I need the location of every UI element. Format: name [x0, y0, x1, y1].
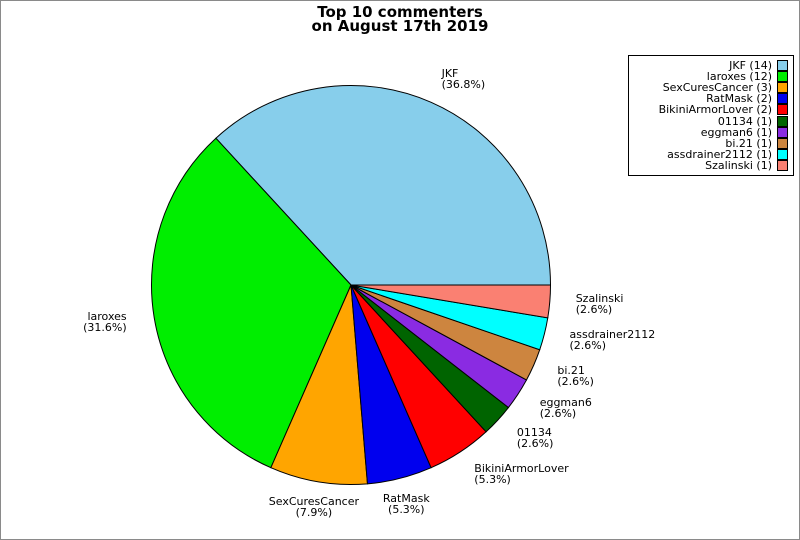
legend-label: BikiniArmorLover (2) — [658, 103, 772, 117]
legend-row: eggman6 (1) — [634, 125, 788, 139]
pie-slice-SexCuresCancer — [270, 284, 369, 485]
slice-label-name: 01134 — [516, 425, 552, 439]
slice-label-percent: (2.6%) — [539, 407, 577, 421]
legend-label: JKF (14) — [729, 59, 772, 72]
slice-label-percent: (2.6%) — [569, 339, 607, 353]
slice-label-eggman6: eggman6 (2.6%) — [540, 397, 592, 419]
slice-label-BikiniArmorLover: BikiniArmorLover (5.3%) — [474, 463, 568, 485]
slice-label-name: laroxes — [87, 310, 127, 324]
legend-label: RatMask (2) — [706, 92, 772, 106]
legend-color-swatch — [777, 159, 788, 171]
legend-row: 01134 (1) — [634, 114, 788, 128]
slice-label-percent: (7.9%) — [295, 506, 333, 520]
legend-label: assdrainer2112 (1) — [667, 147, 772, 161]
legend-color-swatch — [777, 126, 788, 138]
legend-row: laroxes (12) — [634, 70, 788, 84]
slice-label-percent: (2.6%) — [557, 374, 594, 388]
legend-row: SexCuresCancer (3) — [634, 81, 788, 95]
legend-row: BikiniArmorLover (2) — [634, 103, 788, 117]
slice-label-percent: (31.6%) — [83, 321, 127, 335]
legend-row: assdrainer2112 (1) — [634, 147, 788, 161]
legend-row: Szalinski (1) — [634, 158, 788, 172]
legend-color-swatch — [777, 60, 788, 71]
legend-label: laroxes (12) — [706, 70, 772, 84]
slice-label-assdrainer2112: assdrainer2112 (2.6%) — [570, 329, 656, 351]
pie-slice-Szalinski — [350, 284, 552, 319]
legend-color-swatch — [777, 82, 788, 94]
chart-title: Top 10 commenters on August 17th 2019 — [1, 3, 799, 35]
pie-slice-laroxes — [151, 137, 352, 469]
slice-label-name: assdrainer2112 — [569, 328, 656, 342]
slice-label-name: eggman6 — [539, 396, 592, 410]
slice-label-01134: 01134 (2.6%) — [517, 427, 554, 449]
legend-color-swatch — [777, 137, 788, 149]
slice-label-Szalinski: Szalinski (2.6%) — [576, 293, 624, 315]
legend-box: JKF (14) laroxes (12) SexCuresCancer (3) Ra… — [628, 55, 794, 176]
legend-row: RatMask (2) — [634, 92, 788, 106]
slice-label-laroxes: laroxes (31.6%) — [83, 311, 127, 333]
slice-label-SexCuresCancer: SexCuresCancer (7.9%) — [269, 496, 359, 518]
chart-title-line1: Top 10 commenters — [317, 3, 483, 21]
slice-label-percent: (36.8%) — [441, 77, 486, 91]
legend-row: JKF (14) — [634, 60, 788, 71]
legend-color-swatch — [777, 71, 788, 83]
slice-label-percent: (2.6%) — [575, 302, 613, 316]
slice-label-RatMask: RatMask (5.3%) — [383, 493, 430, 515]
slice-label-percent: (5.3%) — [474, 472, 511, 486]
legend-color-swatch — [777, 115, 788, 127]
slice-label-name: Szalinski — [575, 291, 624, 305]
legend-row: bi.21 (1) — [634, 136, 788, 150]
slice-label-bi.21: bi.21 (2.6%) — [557, 365, 594, 387]
slice-label-name: RatMask — [382, 491, 430, 505]
legend-color-swatch — [777, 104, 788, 116]
legend-label: 01134 (1) — [717, 114, 772, 128]
legend-label: Szalinski (1) — [705, 158, 772, 172]
pie-slice-JKF — [215, 85, 552, 286]
slice-label-name: SexCuresCancer — [268, 495, 360, 509]
slice-label-percent: (5.3%) — [388, 502, 425, 516]
legend-color-swatch — [777, 93, 788, 105]
legend-label: eggman6 (1) — [700, 125, 772, 139]
slice-label-percent: (2.6%) — [516, 436, 554, 450]
slice-label-name: BikiniArmorLover — [474, 461, 569, 475]
slice-label-JKF: JKF (36.8%) — [442, 68, 486, 90]
slice-label-name: JKF — [441, 66, 459, 80]
legend-color-swatch — [777, 148, 788, 160]
legend-label: bi.21 (1) — [725, 136, 772, 150]
slice-label-name: bi.21 — [557, 363, 585, 377]
legend-label: SexCuresCancer (3) — [662, 81, 772, 95]
chart-title-line2: on August 17th 2019 — [311, 16, 489, 35]
